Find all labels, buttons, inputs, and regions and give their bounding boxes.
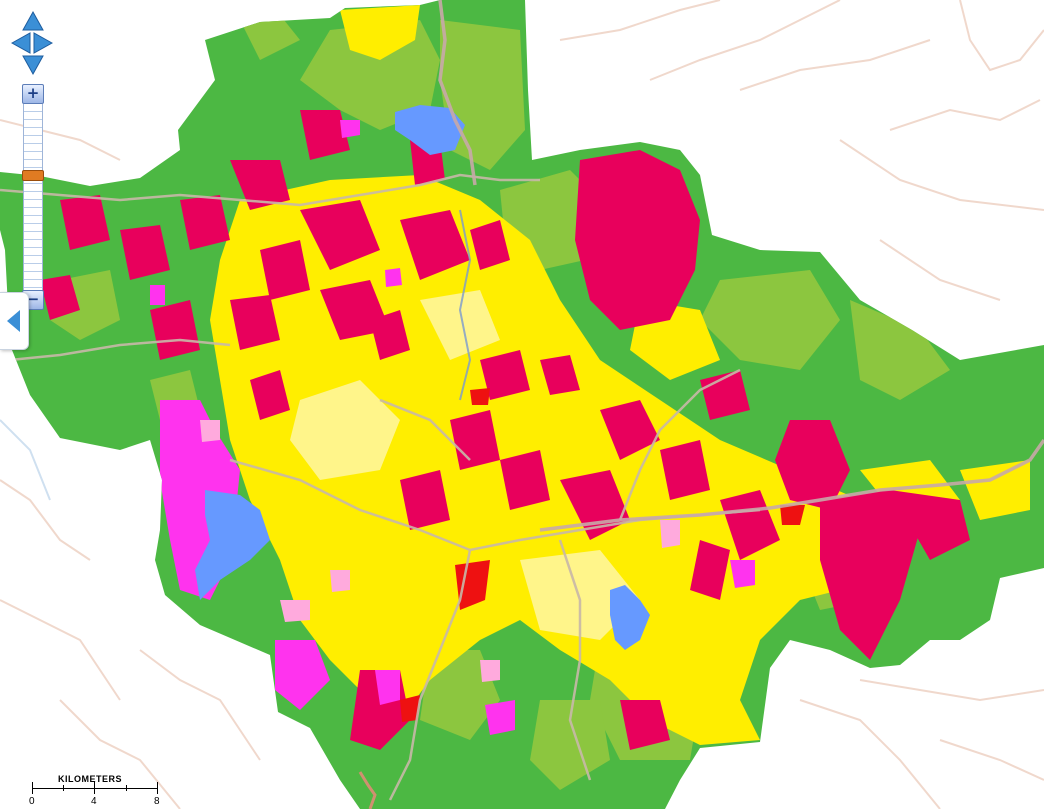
scale-bar-title: KILOMETERS <box>58 774 123 784</box>
outside-road <box>0 419 51 501</box>
zoom-track[interactable] <box>23 104 43 290</box>
panel-toggle-button[interactable] <box>0 292 29 350</box>
arrow-up-icon[interactable] <box>22 10 44 32</box>
pan-control <box>10 10 54 76</box>
scale-bar-tick <box>63 785 64 791</box>
scale-bar-line <box>32 788 158 789</box>
scale-bar-label: 0 <box>29 796 35 807</box>
chevron-left-icon <box>7 310 20 332</box>
scale-bar-tick <box>94 782 95 794</box>
scale-bar-label: 4 <box>91 796 97 807</box>
scale-bar: KILOMETERS 0 4 8 <box>22 772 172 808</box>
river <box>358 771 377 809</box>
scale-bar-tick <box>126 785 127 791</box>
scale-bar-label: 8 <box>154 796 160 807</box>
arrow-right-icon[interactable] <box>32 32 54 54</box>
arrow-left-icon[interactable] <box>10 32 32 54</box>
scale-bar-tick <box>32 782 33 794</box>
zoom-slider: + − <box>22 84 44 310</box>
zoom-thumb[interactable] <box>22 170 44 181</box>
arrow-down-icon[interactable] <box>22 54 44 76</box>
zoom-in-button[interactable]: + <box>22 84 44 104</box>
scale-bar-tick <box>157 782 158 794</box>
